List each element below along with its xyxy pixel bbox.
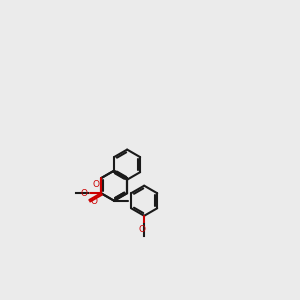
Text: O: O <box>93 180 100 189</box>
Text: O: O <box>91 196 98 206</box>
Text: O: O <box>80 189 87 198</box>
Text: O: O <box>139 225 146 234</box>
